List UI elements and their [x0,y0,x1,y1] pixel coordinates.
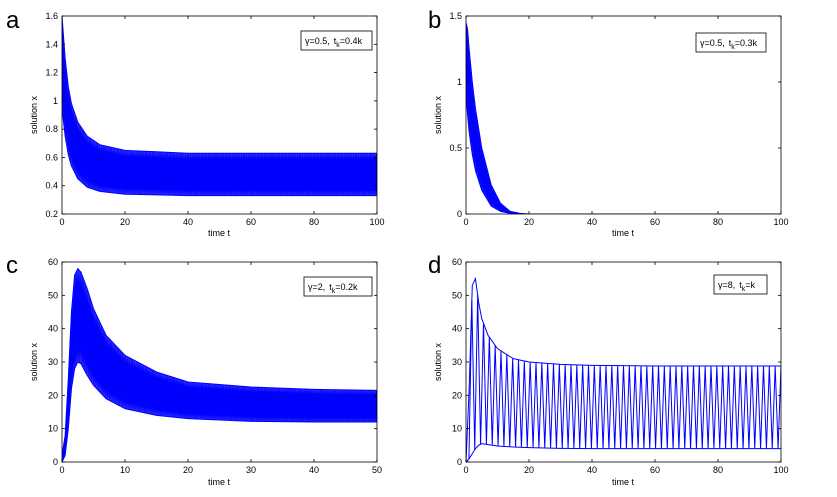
legend-d: γ=8, tk=k [713,274,768,295]
x-tick-label-b-5: 100 [773,217,788,227]
panel-a: a 0 20 40 60 80 100 0.2 0.4 0.6 0.8 1 1.2 1.4 1.6 tim… [6,7,385,238]
series-lower-envelope-c [62,361,377,462]
series-lower-envelope-b [466,95,781,214]
x-axis-label-d: time t [612,477,635,487]
x-tick-label-d-1: 20 [524,465,534,475]
x-tick-label-d-3: 60 [650,465,660,475]
y-tick-label-d-6: 60 [452,257,462,267]
series-group-a [62,16,377,197]
series-group-c [62,267,377,462]
x-tick-label-c-5: 50 [372,465,382,475]
y-tick-label-c-0: 0 [53,457,58,467]
ticks-d: 0 20 40 60 80 100 0 10 20 30 40 50 60 [452,257,789,475]
panel-c: c 0 10 20 30 40 50 0 10 20 30 40 50 60 time t soluti… [6,252,382,487]
x-tick-label-b-0: 0 [463,217,468,227]
y-tick-label-c-5: 50 [48,290,58,300]
y-tick-label-c-4: 40 [48,324,58,334]
x-tick-label-a-0: 0 [59,217,64,227]
y-tick-label-a-7: 1.6 [45,11,58,21]
y-tick-label-d-0: 0 [457,457,462,467]
series-upper-envelope-b [466,22,781,214]
x-tick-label-d-5: 100 [773,465,788,475]
y-axis-label-d: solution x [433,342,443,381]
x-tick-label-a-4: 80 [309,217,319,227]
panel-letter-a: a [6,7,20,34]
x-tick-label-d-0: 0 [463,465,468,475]
y-tick-label-c-3: 30 [48,357,58,367]
series-lower-envelope-a [62,107,377,197]
ticks-c: 0 10 20 30 40 50 0 10 20 30 40 50 60 [48,257,382,475]
y-tick-label-b-0: 0 [457,209,462,219]
legend-a: γ=0.5, tk=0.4k [300,30,373,51]
ticks-b: 0 20 40 60 80 100 0 0.5 1 1.5 [449,11,788,227]
x-tick-label-c-4: 40 [309,465,319,475]
y-tick-label-a-1: 0.4 [45,181,58,191]
x-tick-label-d-4: 80 [713,465,723,475]
y-tick-label-b-3: 1.5 [449,11,462,21]
x-tick-label-b-1: 20 [524,217,534,227]
x-tick-label-a-3: 60 [246,217,256,227]
x-tick-label-b-2: 40 [587,217,597,227]
x-tick-label-c-2: 20 [183,465,193,475]
series-upper-envelope-a [62,16,377,154]
y-axis-label-a: solution x [29,95,39,134]
panel-letter-c: c [6,252,18,279]
y-tick-label-c-2: 20 [48,390,58,400]
y-tick-label-d-1: 10 [452,424,462,434]
legend-box-a [300,30,373,51]
series-group-b [466,22,781,214]
ticks-a: 0 20 40 60 80 100 0.2 0.4 0.6 0.8 1 1.2 1.4 1.6 [45,11,384,227]
legend-b: γ=0.5, tk=0.3k [695,32,767,53]
y-tick-label-b-1: 0.5 [449,143,462,153]
legend-text-d: γ=8, tk=k [718,280,756,293]
x-axis-label-c: time t [208,477,231,487]
y-tick-label-c-6: 60 [48,257,58,267]
y-tick-label-b-2: 1 [457,77,462,87]
x-tick-label-c-1: 10 [120,465,130,475]
y-axis-label-c: solution x [29,342,39,381]
y-tick-label-a-0: 0.2 [45,209,58,219]
legend-text-a: γ=0.5, tk=0.4k [305,36,363,49]
panel-letter-b: b [428,7,441,34]
y-tick-label-d-2: 20 [452,390,462,400]
y-tick-label-d-4: 40 [452,324,462,334]
y-tick-label-a-3: 0.8 [45,124,58,134]
axes-frame-b [465,15,782,215]
panel-d: d 0 20 40 60 80 100 0 10 20 30 40 50 60 time t solut… [428,252,789,487]
series-group-d [466,276,781,462]
x-tick-label-c-3: 30 [246,465,256,475]
series-upper-envelope-c [62,267,377,456]
x-tick-label-c-0: 0 [59,465,64,475]
legend-c: γ=2, tk=0.2k [303,276,373,297]
x-tick-label-a-1: 20 [120,217,130,227]
x-axis-label-b: time t [612,228,635,238]
y-tick-label-d-3: 30 [452,357,462,367]
y-tick-label-a-5: 1.2 [45,68,58,78]
legend-box-b [695,32,767,53]
y-tick-label-a-2: 0.6 [45,152,58,162]
x-tick-label-a-2: 40 [183,217,193,227]
legend-box-d [713,274,768,295]
panel-b: b 0 20 40 60 80 100 0 0.5 1 1.5 time t solution x… [428,7,789,238]
axes-frame-a [61,15,378,215]
panel-letter-d: d [428,252,441,279]
series-lower-envelope-d [466,443,781,462]
legend-text-c: γ=2, tk=0.2k [308,282,358,295]
y-tick-label-a-4: 1 [53,96,58,106]
x-tick-label-b-3: 60 [650,217,660,227]
x-tick-label-b-4: 80 [713,217,723,227]
legend-text-b: γ=0.5, tk=0.3k [700,38,758,51]
y-tick-label-c-1: 10 [48,424,58,434]
x-tick-label-a-5: 100 [369,217,384,227]
y-tick-label-a-6: 1.4 [45,39,58,49]
series-upper-envelope-d [466,276,781,462]
y-axis-label-b: solution x [433,95,443,134]
x-tick-label-d-2: 40 [587,465,597,475]
x-axis-label-a: time t [208,228,231,238]
y-tick-label-d-5: 50 [452,290,462,300]
legend-box-c [303,276,373,297]
